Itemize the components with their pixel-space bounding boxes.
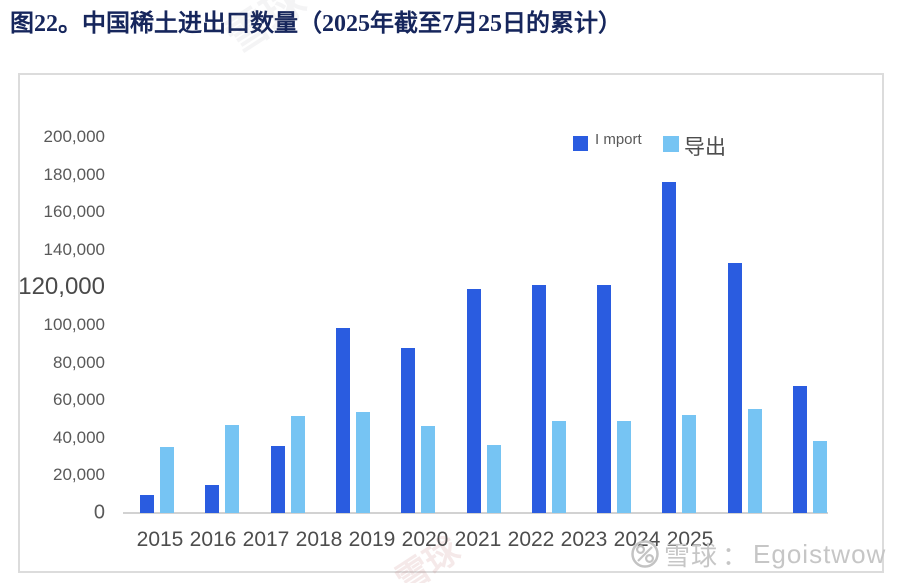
y-tick-label: 40,000 bbox=[53, 427, 105, 447]
y-tick-label: 80,000 bbox=[53, 352, 105, 372]
x-tick-label-2018: 2018 bbox=[295, 528, 343, 551]
bar-export-2021 bbox=[552, 421, 566, 513]
y-tick-label: 100,000 bbox=[43, 315, 105, 334]
bar-import-2016 bbox=[205, 485, 219, 513]
bar-import-2019 bbox=[401, 348, 415, 513]
x-tick-label-2024: 2024 bbox=[613, 528, 661, 551]
watermark-site-label: 雪球 bbox=[664, 540, 719, 571]
bar-import-2015 bbox=[140, 495, 154, 513]
legend-import-label: I mport bbox=[595, 131, 642, 148]
x-tick-label-2020: 2020 bbox=[401, 528, 449, 551]
legend-export-swatch bbox=[663, 136, 679, 152]
bar-export-2020 bbox=[487, 445, 501, 513]
watermark-username: Egoistwow bbox=[753, 538, 887, 569]
y-tick-label: 200,000 bbox=[43, 127, 105, 146]
bar-import-2023 bbox=[662, 182, 676, 513]
watermark: 雪球： Egoistwow bbox=[630, 538, 887, 571]
y-tick-label: 180,000 bbox=[43, 164, 105, 184]
x-axis-line bbox=[123, 512, 828, 514]
watermark-separator: ： bbox=[722, 540, 750, 571]
x-tick-label-2025: 2025 bbox=[666, 528, 714, 551]
bar-export-2019 bbox=[421, 426, 435, 513]
y-tick-label: 160,000 bbox=[43, 202, 105, 222]
bar-export-2023 bbox=[682, 415, 696, 513]
x-tick-label-2015: 2015 bbox=[136, 528, 184, 551]
bar-export-2015 bbox=[160, 447, 174, 513]
bar-import-2017 bbox=[271, 446, 285, 513]
x-tick-label-2019: 2019 bbox=[348, 528, 396, 551]
xueqiu-logo-icon bbox=[631, 540, 659, 568]
bar-import-2024 bbox=[728, 263, 742, 513]
bar-export-2025 bbox=[813, 441, 827, 513]
legend-export-label: 导出 bbox=[684, 136, 726, 159]
x-tick-label-2021: 2021 bbox=[454, 528, 502, 551]
bar-export-2017 bbox=[291, 416, 305, 513]
bar-export-2022 bbox=[617, 421, 631, 513]
page-title: 图22。中国稀土进出口数量（2025年截至7月25日的累计） bbox=[10, 11, 622, 37]
bar-import-2021 bbox=[532, 285, 546, 513]
bar-import-2025 bbox=[793, 386, 807, 513]
x-tick-label-2022: 2022 bbox=[507, 528, 555, 551]
x-tick-label-2016: 2016 bbox=[189, 528, 237, 551]
y-tick-label: 60,000 bbox=[53, 390, 105, 410]
bar-import-2022 bbox=[597, 285, 611, 513]
legend-import-swatch bbox=[573, 136, 588, 151]
y-tick-label: 20,000 bbox=[53, 465, 105, 485]
y-tick-label: 0 bbox=[93, 501, 105, 524]
y-tick-label: 120,000 bbox=[18, 273, 105, 301]
x-tick-label-2023: 2023 bbox=[560, 528, 608, 551]
bar-export-2018 bbox=[356, 412, 370, 513]
x-tick-label-2017: 2017 bbox=[242, 528, 290, 551]
bar-import-2020 bbox=[467, 289, 481, 513]
bar-export-2016 bbox=[225, 425, 239, 513]
bar-import-2018 bbox=[336, 328, 350, 513]
y-tick-label: 140,000 bbox=[43, 239, 105, 259]
bar-export-2024 bbox=[748, 409, 762, 513]
